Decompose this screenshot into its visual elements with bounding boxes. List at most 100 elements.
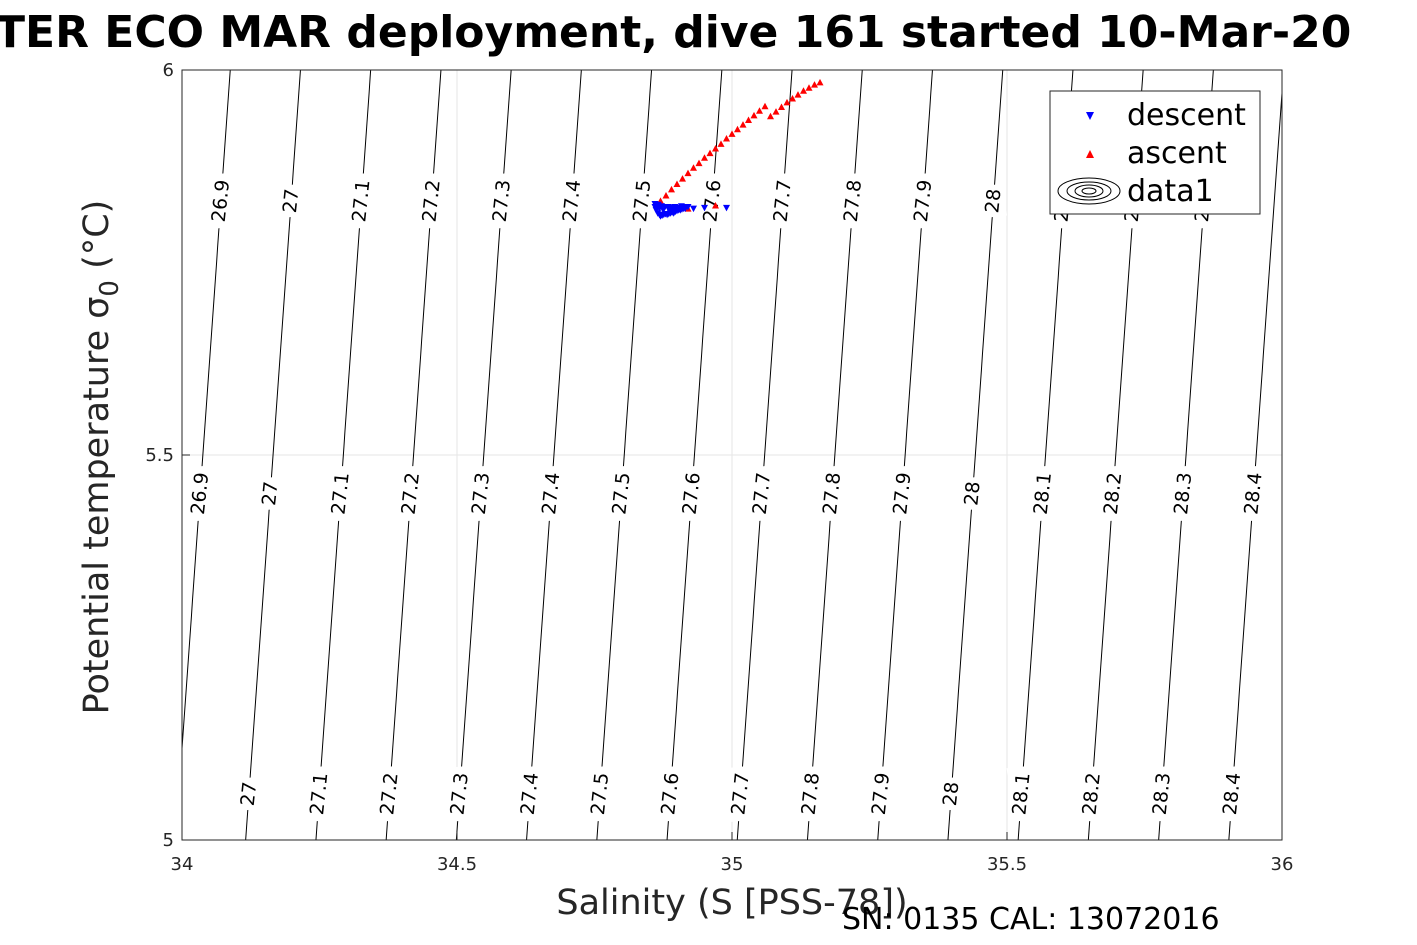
contour-label-gap xyxy=(767,172,798,230)
contour-level-label: 28.3 xyxy=(1170,471,1196,515)
contour-label-gap xyxy=(958,476,987,511)
ascent-point xyxy=(717,140,725,147)
x-tick-label: 34 xyxy=(171,854,194,875)
contour-level-label: 27.6 xyxy=(657,772,683,816)
ascent-point xyxy=(668,185,675,193)
contour-level-label: 27.7 xyxy=(770,179,796,223)
contour-label-gap xyxy=(627,172,658,230)
contour-label-gap xyxy=(444,765,475,822)
contour-level-label: 27.6 xyxy=(679,471,705,515)
ascent-point xyxy=(734,125,741,133)
legend-contour-icon xyxy=(1057,177,1121,205)
contour-label-gap xyxy=(396,465,426,522)
legend-data1-label: data1 xyxy=(1127,174,1214,209)
contour-level-label: 28 xyxy=(960,480,984,506)
ascent-point xyxy=(761,102,769,110)
contour-label-gap xyxy=(838,172,868,230)
ascent-point xyxy=(695,159,703,167)
contour-level-label: 27.2 xyxy=(376,772,402,816)
contour-level-label: 27.4 xyxy=(538,471,564,515)
legend-ascent-marker xyxy=(1086,150,1094,158)
x-tick-label: 35 xyxy=(721,854,744,875)
contour-label-gap xyxy=(725,765,756,822)
contour-label-gap xyxy=(585,765,615,822)
contour-label-gap xyxy=(304,765,334,822)
contour-level-label: 26.9 xyxy=(208,179,234,223)
contour-label-gap xyxy=(908,172,938,230)
contour-label-gap xyxy=(866,765,896,822)
descent-point xyxy=(690,205,697,213)
ascent-point xyxy=(805,84,813,91)
isopycnal-line xyxy=(1228,86,1282,840)
contour-labels: 26.9 26.9 27 27 27 27.1 27.1 27.1 27.2 27.2 27.2 27… xyxy=(187,179,1267,816)
contour-label-gap xyxy=(979,183,1008,219)
ascent-point xyxy=(816,78,824,86)
contour-level-label: 27.1 xyxy=(348,179,374,223)
ascent-point xyxy=(701,154,708,161)
contour-level-label: 28.1 xyxy=(1008,772,1034,816)
contour-label-gap xyxy=(235,776,263,811)
ascent-point xyxy=(800,87,807,94)
contour-level-label: 26.9 xyxy=(187,471,213,515)
contour-level-label: 28.4 xyxy=(1219,772,1245,816)
contour-label-gap xyxy=(1028,465,1058,522)
legend-ascent-label: ascent xyxy=(1127,136,1227,171)
contour-label-gap xyxy=(277,183,305,219)
contour-level-label: 27.9 xyxy=(868,772,894,816)
contour-level-label: 27.7 xyxy=(727,772,753,816)
ascent-point xyxy=(739,121,747,128)
x-tick-label: 36 xyxy=(1271,854,1294,875)
contour-level-label: 27.5 xyxy=(608,471,634,515)
contour-level-label: 27.5 xyxy=(629,179,655,223)
ascent-point xyxy=(662,192,670,199)
contour-level-label: 28.2 xyxy=(1079,772,1105,816)
contour-label-gap xyxy=(1238,465,1269,522)
contour-label-gap xyxy=(325,465,356,522)
contour-label-gap xyxy=(185,465,215,522)
descent-point xyxy=(701,204,708,212)
contour-label-gap xyxy=(1076,765,1107,822)
isopycnal-line xyxy=(806,70,863,840)
contour-label-gap xyxy=(1168,465,1199,522)
ascent-series xyxy=(657,78,824,212)
contour-label-gap xyxy=(1147,765,1177,822)
ascent-point xyxy=(811,81,818,88)
contour-level-label: 27.9 xyxy=(889,471,915,515)
isopycnal-line xyxy=(596,70,653,840)
x-axis-ticks: 34 34.5 35 35.5 36 xyxy=(171,832,1294,875)
x-axis-label: Salinity (S [PSS-78]) xyxy=(556,883,907,923)
chart-title: TER ECO MAR deployment, dive 161 started… xyxy=(0,7,1351,58)
legend-descent-marker xyxy=(1086,112,1094,120)
contour-label-gap xyxy=(796,765,826,822)
y-axis-ticks: 55.56 xyxy=(145,60,190,851)
contour-level-label: 28 xyxy=(981,188,1005,214)
ascent-point xyxy=(673,180,681,187)
contour-label-gap xyxy=(515,765,545,822)
contour-label-gap xyxy=(937,776,965,811)
contour-label-gap xyxy=(487,172,517,230)
isopycnal-line xyxy=(526,70,582,840)
serial-calibration-note: SN: 0135 CAL: 13072016 xyxy=(842,902,1220,937)
contour-level-label: 27.8 xyxy=(819,471,845,515)
contour-label-gap xyxy=(606,465,637,522)
contour-level-label: 28.4 xyxy=(1240,471,1266,515)
isopycnal-line xyxy=(385,70,442,840)
contour-label-gap xyxy=(416,172,447,230)
contour-label-gap xyxy=(887,465,918,522)
contour-label-gap xyxy=(1098,465,1128,522)
descent-series xyxy=(651,200,730,220)
ascent-point xyxy=(778,103,785,110)
ascent-point xyxy=(767,112,774,120)
y-tick-label: 6 xyxy=(163,60,174,81)
contour-label-gap xyxy=(676,465,707,522)
contour-label-gap xyxy=(655,765,686,822)
contour-level-label: 27 xyxy=(237,781,261,807)
y-axis-label: Potential temperature σ0 (°C) xyxy=(77,200,125,715)
isopycnal-line xyxy=(315,70,372,840)
ascent-point xyxy=(690,164,697,171)
contour-level-label: 28.3 xyxy=(1149,772,1175,816)
ascent-point xyxy=(728,130,736,137)
contour-label-gap xyxy=(557,172,587,230)
isopycnal-line xyxy=(947,70,1004,840)
isopycnal-line xyxy=(666,70,723,840)
